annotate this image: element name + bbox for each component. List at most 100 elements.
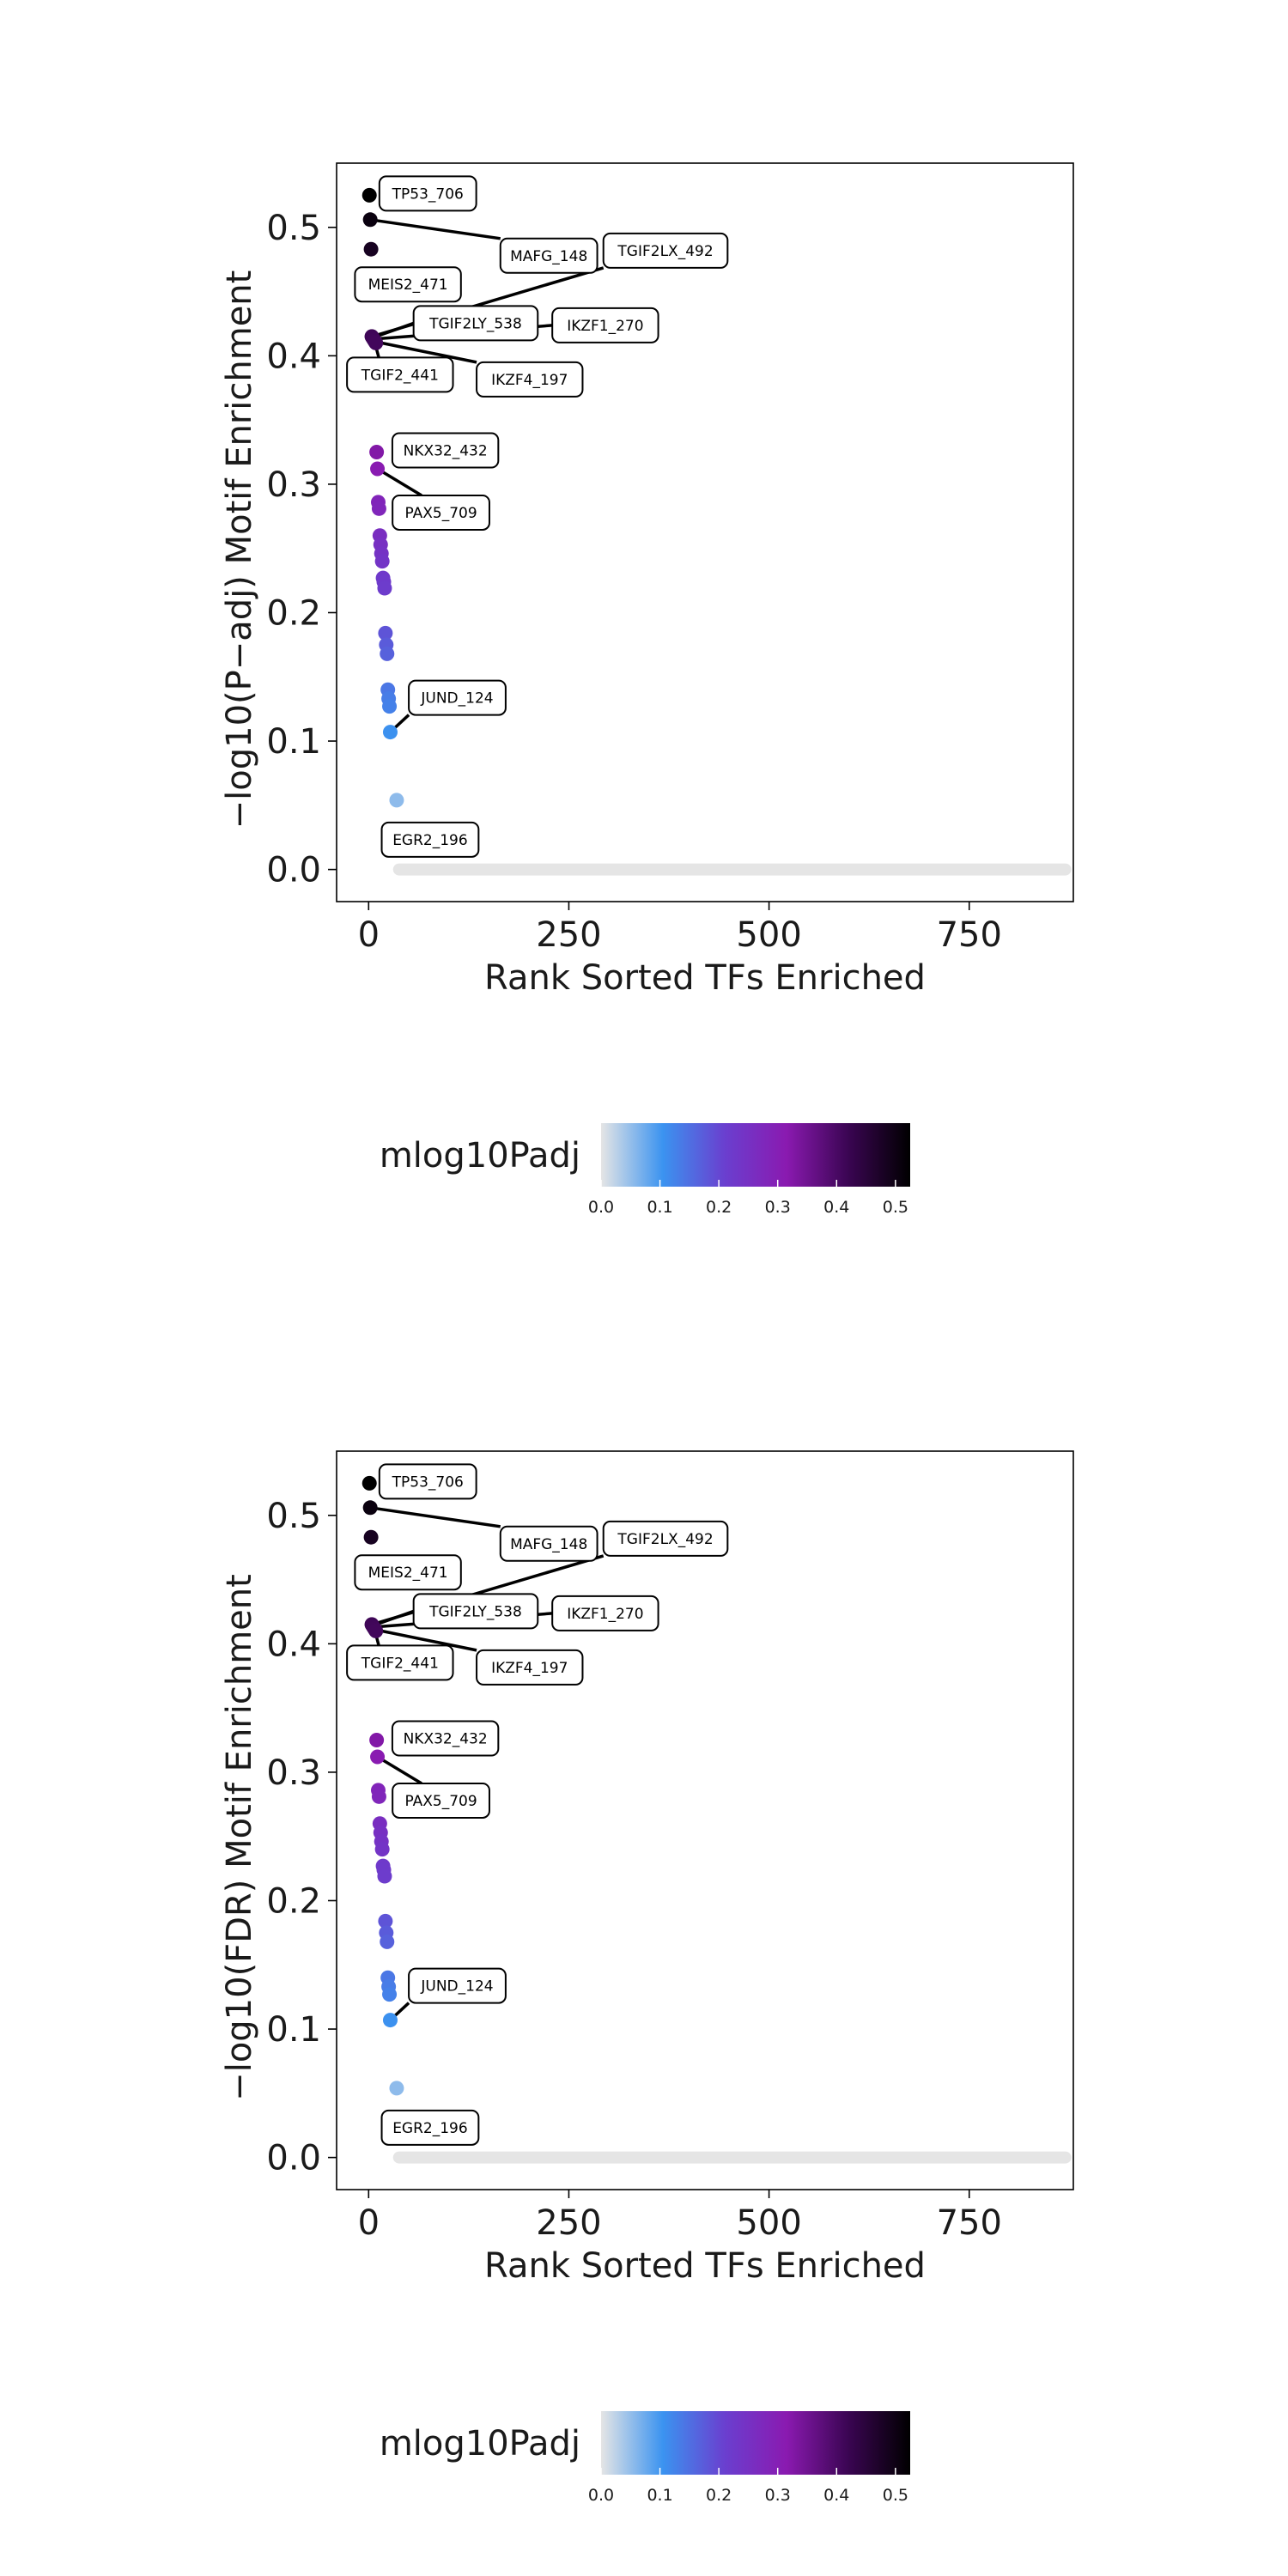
data-point	[369, 1733, 385, 1748]
annotation-box	[391, 1720, 500, 1757]
annotation-box	[408, 1967, 507, 2004]
annotation-label: TGIF2LY_538	[428, 315, 522, 332]
annotation-box	[378, 1463, 477, 1500]
annotation-leader-line	[374, 1628, 477, 1652]
annotation-label: IKZF1_270	[567, 1606, 643, 1623]
data-point	[380, 1934, 395, 1949]
data-point	[371, 501, 386, 516]
data-point	[377, 580, 392, 596]
annotation-label: IKZF4_197	[491, 1660, 568, 1677]
x-tick-label: 0	[358, 915, 380, 955]
y-tick-label: 0.1	[266, 2010, 321, 2050]
annotation-label: TGIF2LX_492	[617, 243, 713, 260]
annotation-box	[476, 361, 584, 398]
colorbar-tick-label: 0.3	[765, 1198, 791, 1217]
y-axis-title: −log10(P−adj) Motif Enrichment	[220, 270, 259, 829]
annotation-box	[551, 307, 659, 343]
data-point	[378, 1913, 393, 1929]
x-tick-label: 500	[736, 2203, 801, 2243]
data-point	[389, 2081, 404, 2096]
y-tick-label: 0.1	[266, 722, 321, 762]
colorbar-title: mlog10Padj	[380, 2424, 580, 2464]
y-tick-label: 0.4	[266, 1625, 321, 1664]
y-axis-title: −log10(FDR) Motif Enrichment	[220, 1574, 259, 2101]
annotation-label: TGIF2_441	[361, 367, 439, 384]
chart-svg-padj: 0.0 0.1 0.2 0.3 0.4 0.5 0 250 500 750 Rank Sorted …	[220, 162, 1074, 1217]
annotation-label: JUND_124	[420, 1978, 493, 1996]
data-point	[382, 725, 398, 740]
data-point	[370, 461, 386, 477]
chart-panel-fdr: 0.0 0.1 0.2 0.3 0.4 0.5 0 250 500 750 Rank Sorted …	[0, 1288, 1288, 2576]
data-point	[369, 445, 385, 460]
colorbar-tick-label: 0.3	[765, 2486, 791, 2505]
annotation-box	[391, 432, 500, 469]
x-tick-label: 500	[736, 915, 801, 955]
colorbar-tick-label: 0.4	[823, 1198, 849, 1217]
colorbar-tick-label: 0.5	[883, 1198, 908, 1217]
x-tick-label: 750	[937, 2203, 1002, 2243]
annotation-box	[354, 1554, 462, 1591]
data-point	[370, 1749, 386, 1765]
data-point	[382, 699, 398, 714]
colorbar-tick-label: 0.4	[823, 2486, 849, 2505]
y-tick-label: 0.0	[266, 851, 321, 890]
annotation-box	[346, 1644, 454, 1681]
annotation-box	[408, 679, 507, 716]
colorbar-tick-label: 0.5	[883, 2486, 908, 2505]
y-tick-label: 0.2	[266, 593, 321, 633]
x-axis-title: Rank Sorted TFs Enriched	[484, 958, 926, 998]
colorbar-tick-label: 0.1	[647, 2486, 672, 2505]
annotation-label: MAFG_148	[510, 1536, 587, 1553]
y-tick-label: 0.3	[266, 465, 321, 505]
annotation-box	[412, 305, 539, 342]
x-tick-label: 0	[358, 2203, 380, 2243]
annotation-leader-line	[376, 1755, 422, 1785]
data-point	[389, 793, 404, 808]
data-point	[374, 1842, 390, 1857]
colorbar-tick-label: 0.0	[588, 1198, 614, 1217]
y-tick-label: 0.0	[266, 2139, 321, 2178]
annotation-box	[346, 356, 454, 393]
x-tick-label: 250	[536, 2203, 601, 2243]
annotation-box	[499, 1525, 598, 1562]
colorbar-tick-label: 0.2	[706, 2486, 732, 2505]
data-point	[363, 1529, 379, 1545]
data-point	[378, 625, 393, 641]
colorbar	[601, 2411, 910, 2475]
data-point	[361, 187, 377, 203]
x-tick-label: 250	[536, 915, 601, 955]
y-tick-label: 0.5	[266, 1497, 321, 1536]
y-tick-label: 0.2	[266, 1881, 321, 1921]
data-point	[362, 212, 378, 228]
annotation-label: MEIS2_471	[368, 1564, 448, 1582]
chart-svg-fdr: 0.0 0.1 0.2 0.3 0.4 0.5 0 250 500 750 Rank Sorted …	[220, 1450, 1074, 2505]
y-tick-label: 0.4	[266, 337, 321, 376]
annotation-box	[392, 1782, 490, 1819]
annotation-box	[380, 2109, 480, 2146]
annotation-label: NKX32_432	[404, 443, 488, 460]
annotation-label: EGR2_196	[392, 832, 468, 849]
data-point	[368, 1623, 384, 1638]
annotation-leader-line	[376, 467, 422, 497]
annotation-label: PAX5_709	[404, 505, 477, 522]
annotation-box	[380, 821, 480, 858]
colorbar-tick-label: 0.0	[588, 2486, 614, 2505]
colorbar-tick-label: 0.2	[706, 1198, 732, 1217]
colorbar	[601, 1123, 910, 1187]
colorbar-title: mlog10Padj	[380, 1136, 580, 1176]
annotation-label: IKZF1_270	[567, 318, 643, 335]
annotation-label: TGIF2LX_492	[617, 1531, 713, 1548]
annotation-box	[476, 1649, 584, 1686]
data-point	[374, 554, 390, 569]
annotation-label: TP53_706	[392, 185, 464, 203]
annotation-label: EGR2_196	[392, 2120, 468, 2137]
chart-panel-padj: 0.0 0.1 0.2 0.3 0.4 0.5 0 250 500 750 Rank Sorted …	[220, 162, 1074, 1217]
annotation-label: MEIS2_471	[368, 276, 448, 294]
annotation-box	[412, 1593, 539, 1630]
annotation-label: TGIF2_441	[361, 1655, 439, 1672]
data-point	[371, 1789, 386, 1804]
annotation-box	[378, 175, 477, 212]
annotation-box	[392, 494, 490, 531]
annotation-box	[602, 232, 729, 269]
data-point	[363, 241, 379, 257]
